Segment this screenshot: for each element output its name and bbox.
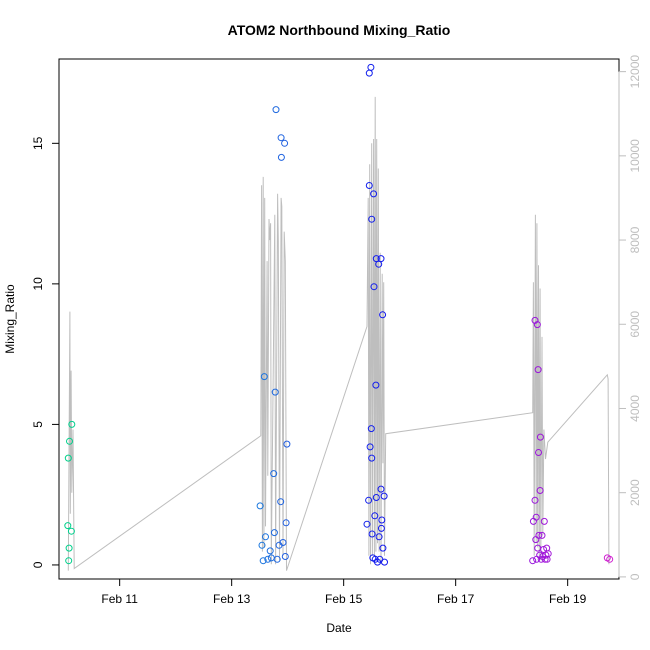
data-point [277, 153, 285, 161]
data-point [535, 449, 542, 456]
data-point [281, 553, 289, 560]
data-point [372, 381, 380, 389]
y-tick-label: 15 [31, 136, 45, 150]
y-axis-left: 0 5 10 15 [31, 136, 59, 568]
data-point [538, 531, 546, 539]
data-point [259, 557, 267, 565]
data-point [264, 555, 272, 563]
y2-tick-label: 0 [628, 573, 642, 580]
x-tick-label: Feb 19 [549, 592, 587, 606]
y2-tick-label: 4000 [628, 395, 642, 422]
data-point [273, 555, 281, 563]
data-point [536, 433, 544, 441]
data-point [536, 487, 544, 494]
y-axis-label: Mixing_Ratio [3, 284, 17, 354]
data-point [368, 454, 376, 462]
data-point [363, 520, 371, 528]
x-axis-label: Date [326, 621, 352, 635]
data-point [68, 420, 76, 428]
data-point [64, 522, 72, 530]
data-point [64, 454, 72, 462]
data-point [258, 541, 266, 549]
data-point [65, 557, 73, 565]
data-point [282, 519, 290, 527]
data-point [371, 512, 379, 520]
y-tick-label: 10 [31, 277, 45, 291]
data-point [379, 311, 387, 319]
y-tick-label: 5 [31, 421, 45, 428]
data-point [67, 527, 75, 535]
data-point [544, 550, 552, 558]
data-point [377, 485, 385, 493]
x-tick-label: Feb 17 [437, 592, 475, 606]
data-point [277, 498, 285, 506]
data-point [368, 530, 376, 538]
data-point [271, 388, 279, 396]
data-point [66, 437, 73, 445]
x-tick-label: Feb 13 [213, 592, 251, 606]
secondary-series-line [67, 96, 610, 571]
x-axis: Feb 11 Feb 13 Feb 15 Feb 17 Feb 19 [101, 578, 587, 606]
data-point [535, 531, 543, 539]
data-point [379, 544, 387, 552]
data-point [266, 547, 274, 555]
secondary-series [67, 96, 610, 571]
y-tick-label: 0 [31, 561, 45, 568]
data-point [531, 496, 539, 504]
data-point [272, 106, 280, 114]
data-point [270, 470, 278, 478]
data-point [381, 558, 388, 566]
y2-tick-label: 8000 [628, 226, 642, 253]
data-point [366, 443, 374, 451]
data-point [283, 440, 291, 448]
data-point [380, 492, 388, 500]
x-tick-label: Feb 11 [101, 592, 138, 606]
data-point [365, 69, 373, 77]
y2-tick-label: 12000 [628, 55, 642, 89]
data-point [377, 255, 385, 263]
data-point [606, 555, 614, 563]
data-point [541, 555, 549, 563]
y2-tick-label: 10000 [628, 139, 642, 173]
data-point [279, 539, 287, 546]
data-point [372, 255, 380, 263]
data-point [281, 139, 289, 147]
data-point [367, 425, 375, 433]
y-axis-right: 0 2000 4000 6000 8000 10000 12000 [618, 55, 642, 580]
data-points [64, 63, 614, 566]
data-point [277, 134, 285, 142]
data-point [377, 524, 385, 532]
data-point [367, 63, 375, 71]
data-point [529, 517, 537, 525]
chart-title: ATOM2 Northbound Mixing_Ratio [228, 22, 451, 38]
data-point [540, 517, 548, 525]
data-point [365, 496, 373, 504]
data-point [260, 373, 268, 381]
y2-tick-label: 6000 [628, 311, 642, 338]
data-point [532, 513, 540, 521]
data-point [534, 366, 542, 374]
data-point [533, 321, 541, 329]
data-point [270, 529, 278, 537]
data-point [370, 283, 378, 291]
x-tick-label: Feb 15 [325, 592, 363, 606]
data-point [365, 182, 373, 189]
data-point [378, 516, 386, 524]
data-point [531, 316, 539, 324]
data-point [262, 533, 269, 541]
data-point [370, 190, 378, 198]
data-point [368, 215, 376, 223]
data-point [65, 544, 73, 552]
y2-tick-label: 2000 [628, 479, 642, 506]
data-point [375, 533, 383, 541]
data-point [256, 502, 264, 510]
data-point [529, 557, 537, 565]
data-point [372, 494, 380, 501]
